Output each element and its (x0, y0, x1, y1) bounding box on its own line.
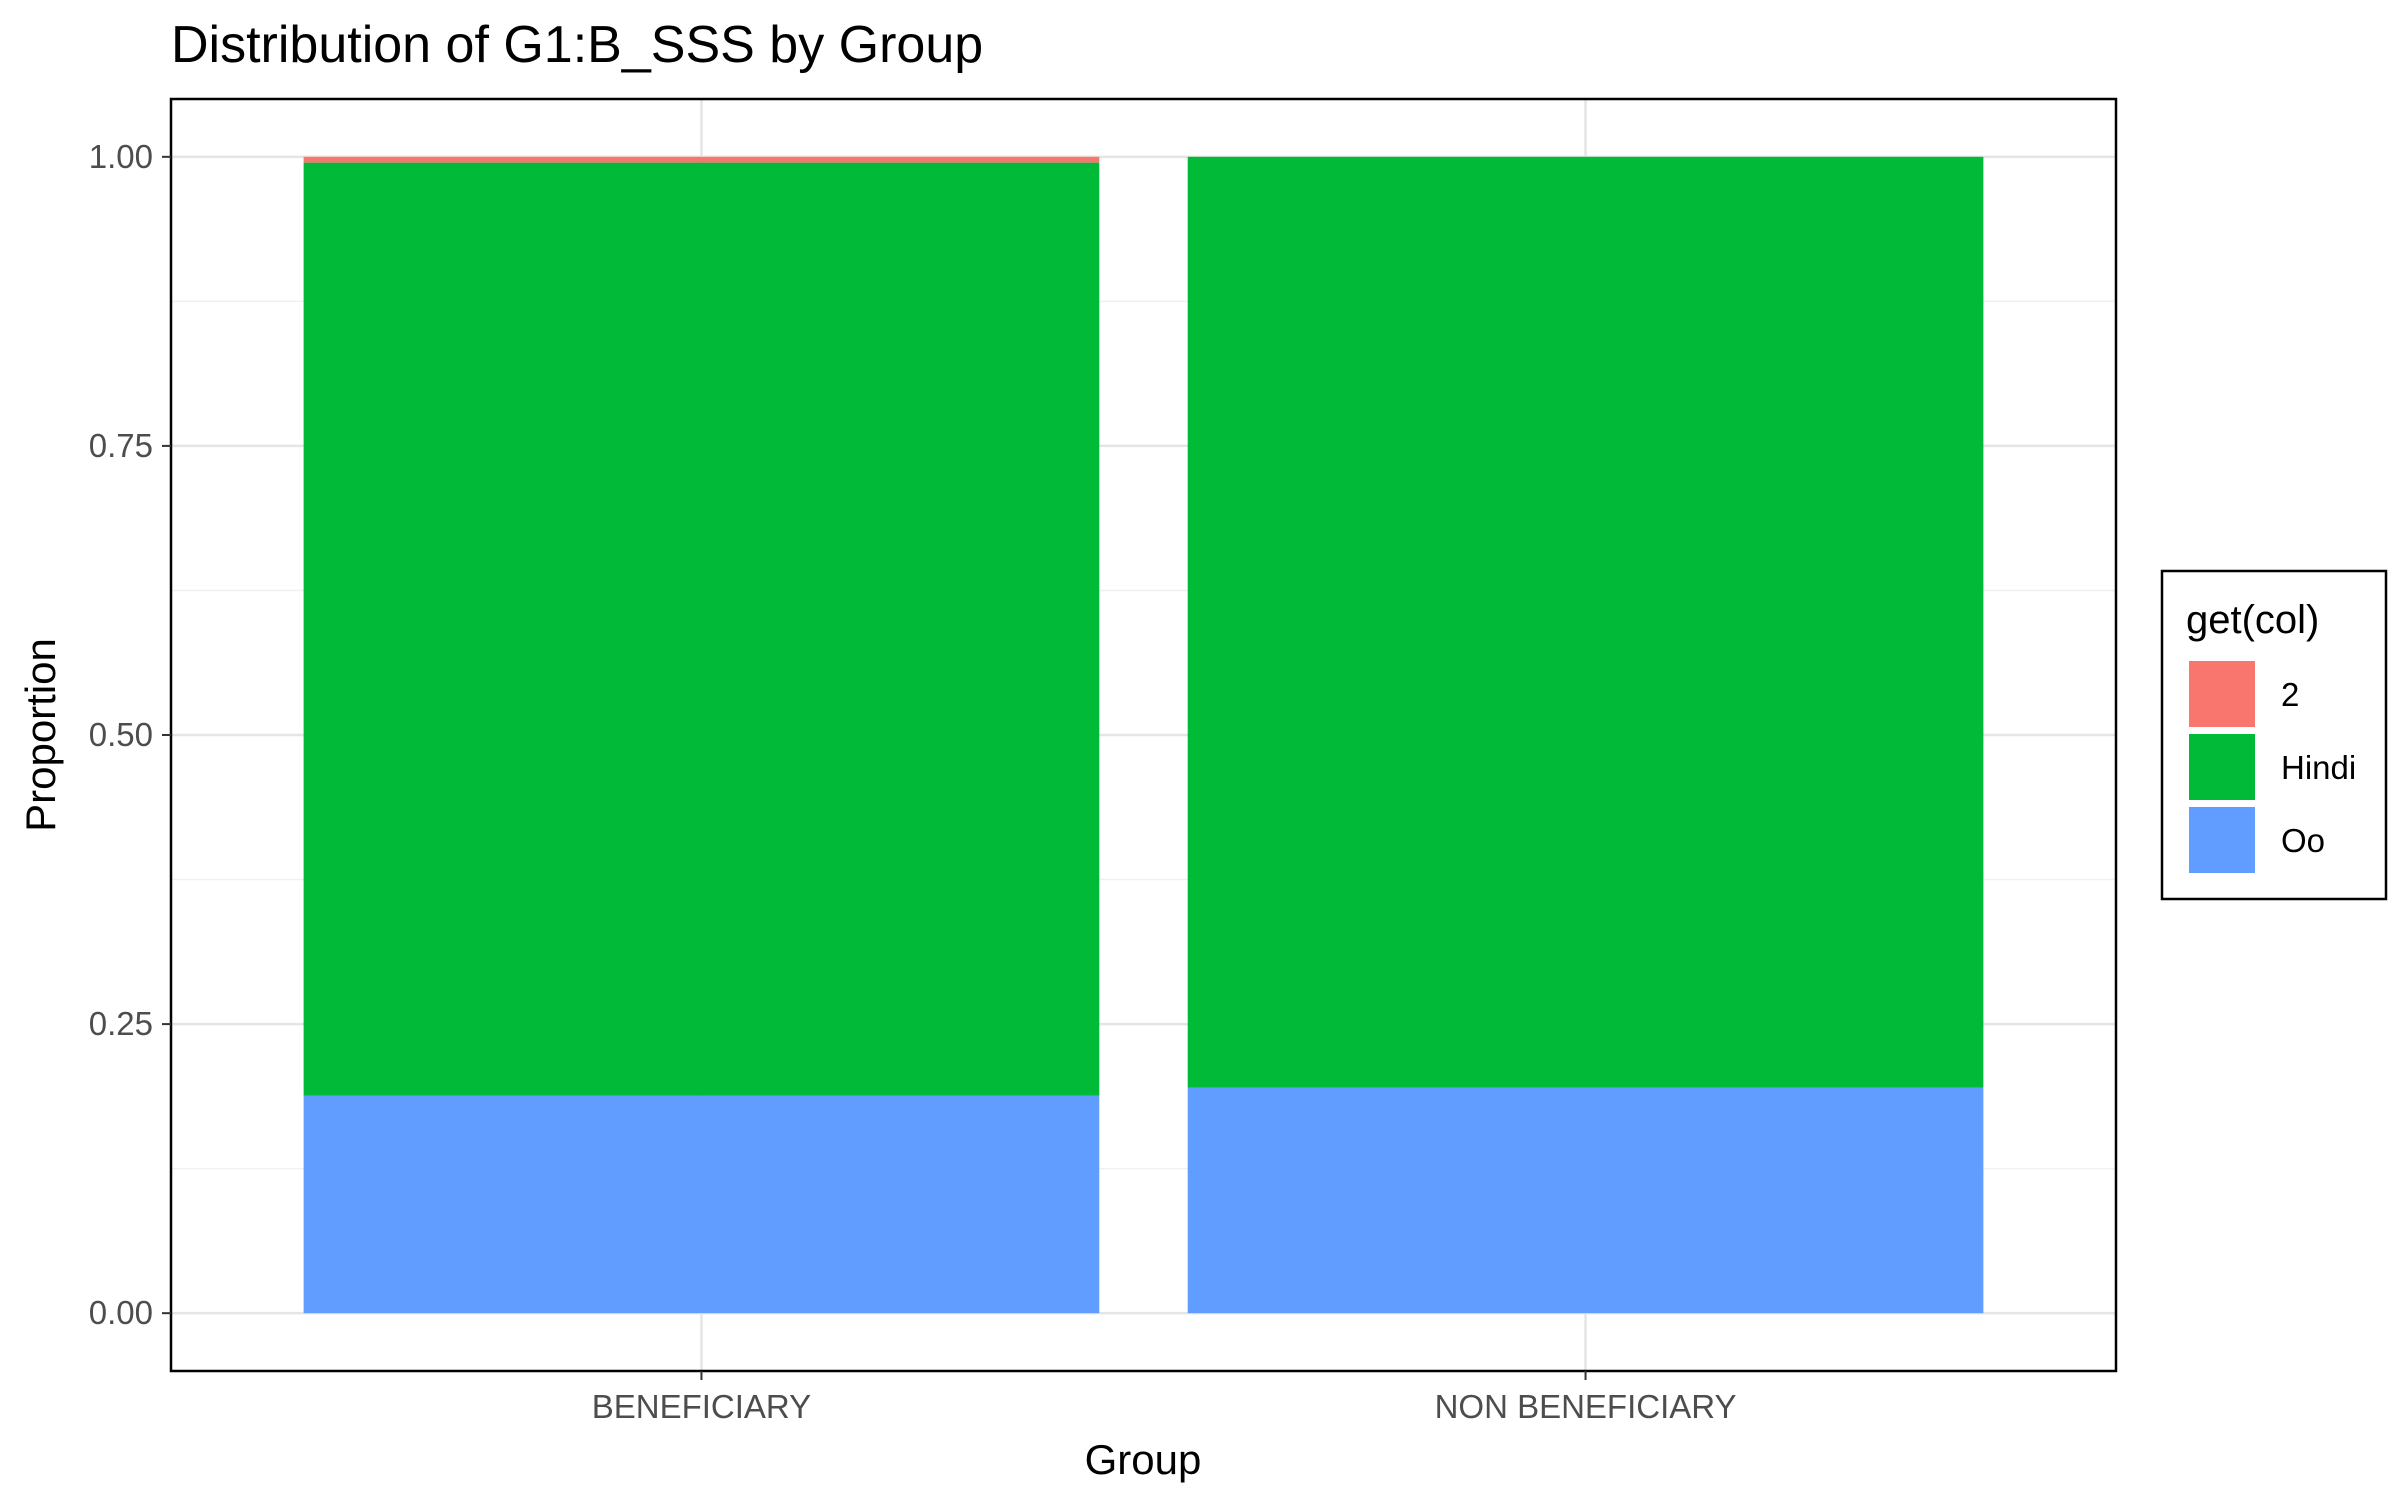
chart-title: Distribution of G1:B_SSS by Group (171, 16, 983, 74)
y-axis-title: Proportion (17, 638, 64, 832)
bar-segment-oo-non-beneficiary (1187, 1087, 1984, 1314)
y-axis-ticks: 0.00 0.25 0.50 0.75 1.00 (89, 138, 171, 1331)
y-tick-label: 0.75 (89, 427, 153, 464)
legend-label: Oo (2281, 822, 2325, 859)
x-axis-ticks: BENEFICIARY NON BENEFICIARY (592, 1371, 1737, 1425)
legend-key (2189, 807, 2255, 873)
bar-segment-oo-beneficiary (303, 1095, 1100, 1314)
legend-label: Hindi (2281, 749, 2356, 786)
legend-items: 2 Hindi Oo (2189, 661, 2356, 873)
bars-layer (303, 156, 1984, 1314)
x-tick-label: BENEFICIARY (592, 1388, 811, 1425)
bar-segment-hindi-non-beneficiary (1187, 156, 1984, 1088)
y-tick-label: 0.50 (89, 716, 153, 753)
legend-key (2189, 661, 2255, 727)
y-tick-label: 1.00 (89, 138, 153, 175)
bar-segment-hindi-beneficiary (303, 162, 1100, 1096)
y-tick-label: 0.00 (89, 1294, 153, 1331)
y-tick-label: 0.25 (89, 1005, 153, 1042)
x-axis-title: Group (1085, 1436, 1202, 1483)
legend-label: 2 (2281, 676, 2299, 713)
legend: get(col) 2 Hindi Oo (2160, 569, 2388, 901)
x-tick-label: NON BENEFICIARY (1435, 1388, 1737, 1425)
bar-segment-2-beneficiary (303, 156, 1100, 163)
legend-title: get(col) (2186, 598, 2319, 642)
legend-key (2189, 734, 2255, 800)
